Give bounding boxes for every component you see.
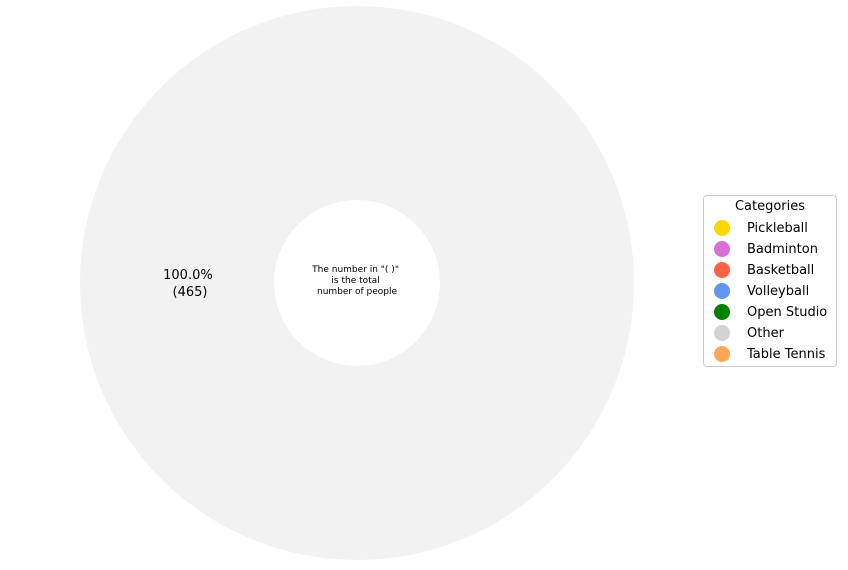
slice-percent-label: 100.0%	[163, 268, 213, 283]
center-note-line-1: The number in "( )"	[311, 265, 399, 275]
legend-swatch	[714, 325, 730, 341]
center-note-line-3: number of people	[317, 287, 397, 297]
legend-item: Volleyball	[714, 282, 809, 300]
legend-swatch	[714, 346, 730, 362]
legend-label: Pickleball	[747, 220, 808, 236]
legend-item: Open Studio	[714, 303, 827, 321]
center-note-line-2: is the total	[331, 276, 379, 286]
legend-swatch	[714, 304, 730, 320]
legend-swatch	[714, 283, 730, 299]
legend-item: Badminton	[714, 240, 818, 258]
legend-item: Basketball	[714, 261, 814, 279]
legend: Categories Pickleball Badminton Basketball…	[703, 195, 837, 367]
legend-label: Open Studio	[747, 304, 828, 320]
legend-item: Table Tennis	[714, 345, 825, 363]
legend-swatch	[714, 220, 730, 236]
legend-swatch	[714, 241, 730, 257]
legend-title: Categories	[734, 199, 806, 214]
donut-hole	[274, 200, 440, 366]
legend-item: Other	[714, 324, 784, 342]
legend-label: Volleyball	[747, 283, 810, 299]
legend-item: Pickleball	[714, 219, 808, 237]
legend-swatch	[714, 262, 730, 278]
legend-label: Basketball	[747, 262, 815, 278]
slice-count-label: (465)	[173, 285, 208, 300]
legend-label: Other	[747, 325, 784, 341]
legend-label: Badminton	[747, 241, 818, 257]
center-note: The number in "( )" is the total number …	[311, 265, 402, 297]
legend-label: Table Tennis	[747, 346, 826, 362]
slice-label: 100.0% (465)	[163, 268, 217, 300]
